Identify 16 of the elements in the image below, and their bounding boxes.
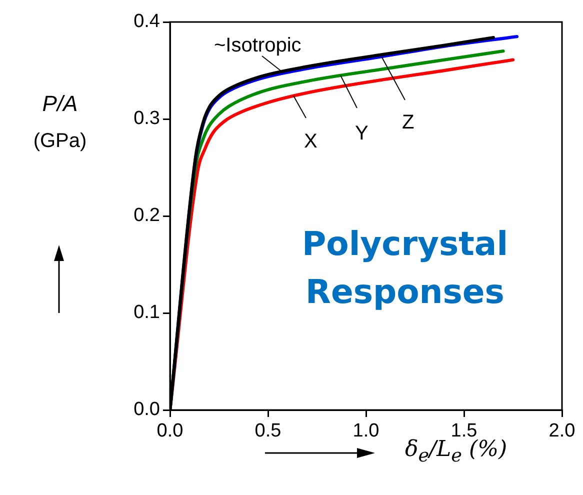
y-tick-label: 0.1 — [134, 302, 160, 324]
y-tick-label: 0.3 — [134, 108, 160, 130]
annotation: X — [304, 130, 318, 153]
x-tick-label: 0.5 — [254, 420, 282, 442]
y-tick-label: 0.0 — [134, 399, 160, 420]
annotation: Polycrystal Responses — [300, 223, 510, 313]
x-tick-label: 2.0 — [548, 420, 576, 442]
annotation: ~Isotropic — [214, 34, 302, 57]
annotation: Y — [355, 122, 368, 145]
annotation: Z — [402, 112, 414, 134]
y-tick-label: 0.2 — [134, 205, 160, 226]
x-tick-label: 0.0 — [156, 420, 184, 442]
x-axis-title: δ$_{e}$/L$_{e}$ (%) — [405, 437, 508, 466]
y-tick-label: 0.4 — [134, 11, 160, 32]
y-axis-title: P/A (GPa) — [32, 91, 88, 153]
x-tick-label: 1.0 — [352, 420, 380, 442]
